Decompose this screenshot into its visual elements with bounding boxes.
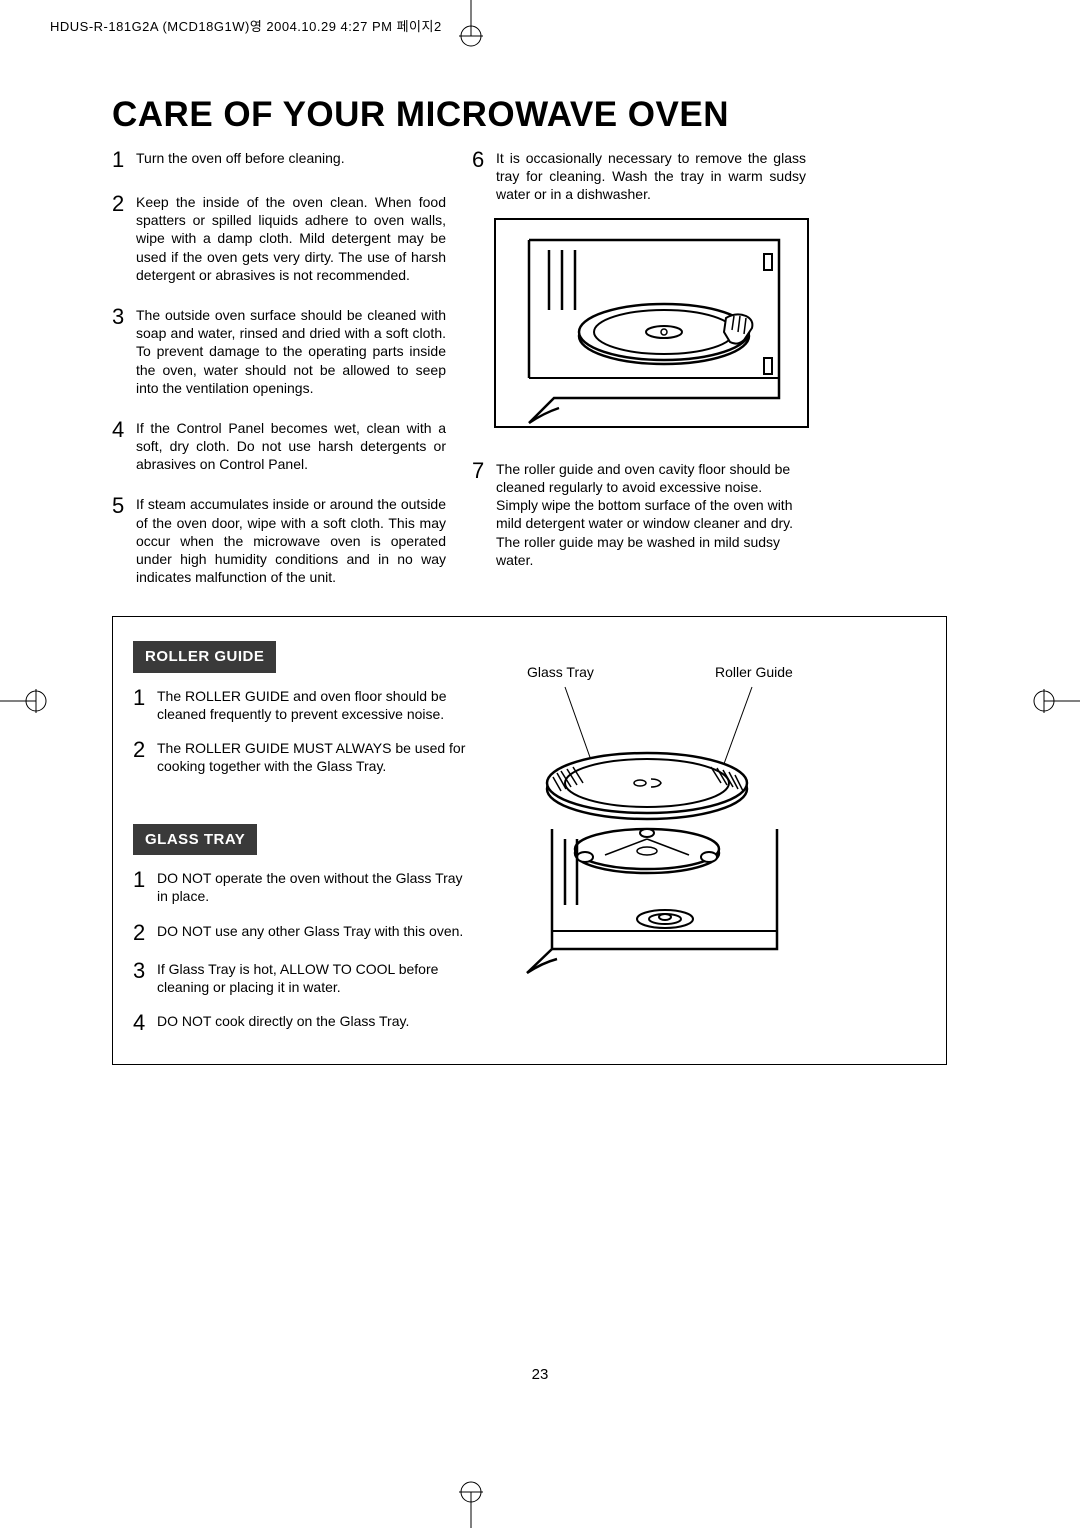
item-number: 2 (133, 922, 157, 944)
item-number: 4 (133, 1012, 157, 1034)
item-number: 4 (112, 419, 136, 474)
item-text: If the Control Panel becomes wet, clean … (136, 419, 446, 474)
item-number: 1 (133, 687, 157, 723)
assembly-figure (497, 651, 812, 981)
roller-item-1: 1 The ROLLER GUIDE and oven floor should… (133, 687, 471, 723)
item-number: 3 (112, 306, 136, 397)
care-col-right: 6 It is occasionally necessary to remove… (472, 149, 806, 608)
care-item-1: 1 Turn the oven off before cleaning. (112, 149, 446, 171)
care-item-4: 4 If the Control Panel becomes wet, clea… (112, 419, 446, 474)
item-text: The outside oven surface should be clean… (136, 306, 446, 397)
roller-guide-heading: ROLLER GUIDE (133, 641, 276, 673)
care-item-2: 2 Keep the inside of the oven clean. Whe… (112, 193, 446, 284)
item-number: 1 (133, 869, 157, 905)
item-text: Keep the inside of the oven clean. When … (136, 193, 446, 284)
cropmark-left (0, 681, 48, 721)
item-text: If steam accumulates inside or around th… (136, 495, 446, 586)
glass-item-2: 2 DO NOT use any other Glass Tray with t… (133, 922, 471, 944)
glass-item-4: 4 DO NOT cook directly on the Glass Tray… (133, 1012, 471, 1034)
item-number: 5 (112, 495, 136, 586)
care-col-left: 1 Turn the oven off before cleaning. 2 K… (112, 149, 446, 608)
item-text: DO NOT use any other Glass Tray with thi… (157, 922, 471, 944)
glass-tray-label: Glass Tray (527, 663, 594, 681)
glass-item-1: 1 DO NOT operate the oven without the Gl… (133, 869, 471, 905)
item-text: DO NOT operate the oven without the Glas… (157, 869, 471, 905)
care-instructions: 1 Turn the oven off before cleaning. 2 K… (112, 149, 947, 608)
microwave-interior-figure (494, 218, 809, 428)
care-item-3: 3 The outside oven surface should be cle… (112, 306, 446, 397)
glass-tray-heading: GLASS TRAY (133, 824, 257, 856)
item-number: 7 (472, 460, 496, 569)
page-number: 23 (0, 1366, 1080, 1383)
item-text: DO NOT cook directly on the Glass Tray. (157, 1012, 471, 1034)
roller-guide-label: Roller Guide (715, 663, 793, 681)
item-text: The ROLLER GUIDE MUST ALWAYS be used for… (157, 739, 471, 775)
care-item-6: 6 It is occasionally necessary to remove… (472, 149, 806, 204)
item-number: 3 (133, 960, 157, 996)
item-text: The roller guide and oven cavity floor s… (496, 460, 806, 569)
item-number: 6 (472, 149, 496, 204)
cropmark-bottom (451, 1480, 491, 1528)
source-file-header: HDUS-R-181G2A (MCD18G1W)영 2004.10.29 4:2… (50, 16, 442, 35)
care-item-7: 7 The roller guide and oven cavity floor… (472, 460, 806, 569)
item-text: Turn the oven off before cleaning. (136, 149, 446, 171)
box-right-column: Glass Tray Roller Guide (497, 641, 892, 1034)
item-text: It is occasionally necessary to remove t… (496, 149, 806, 204)
item-number: 2 (112, 193, 136, 284)
roller-item-2: 2 The ROLLER GUIDE MUST ALWAYS be used f… (133, 739, 471, 775)
page-title: CARE OF YOUR MICROWAVE OVEN (112, 95, 947, 135)
item-number: 2 (133, 739, 157, 775)
page-content: CARE OF YOUR MICROWAVE OVEN 1 Turn the o… (112, 95, 947, 1065)
item-text: If Glass Tray is hot, ALLOW TO COOL befo… (157, 960, 471, 996)
cropmark-right (1032, 681, 1080, 721)
item-number: 1 (112, 149, 136, 171)
glass-item-3: 3 If Glass Tray is hot, ALLOW TO COOL be… (133, 960, 471, 996)
care-item-5: 5 If steam accumulates inside or around … (112, 495, 446, 586)
box-left-column: ROLLER GUIDE 1 The ROLLER GUIDE and oven… (133, 641, 471, 1034)
roller-glass-box: ROLLER GUIDE 1 The ROLLER GUIDE and oven… (112, 616, 947, 1065)
cropmark-top (451, 0, 491, 48)
item-text: The ROLLER GUIDE and oven floor should b… (157, 687, 471, 723)
